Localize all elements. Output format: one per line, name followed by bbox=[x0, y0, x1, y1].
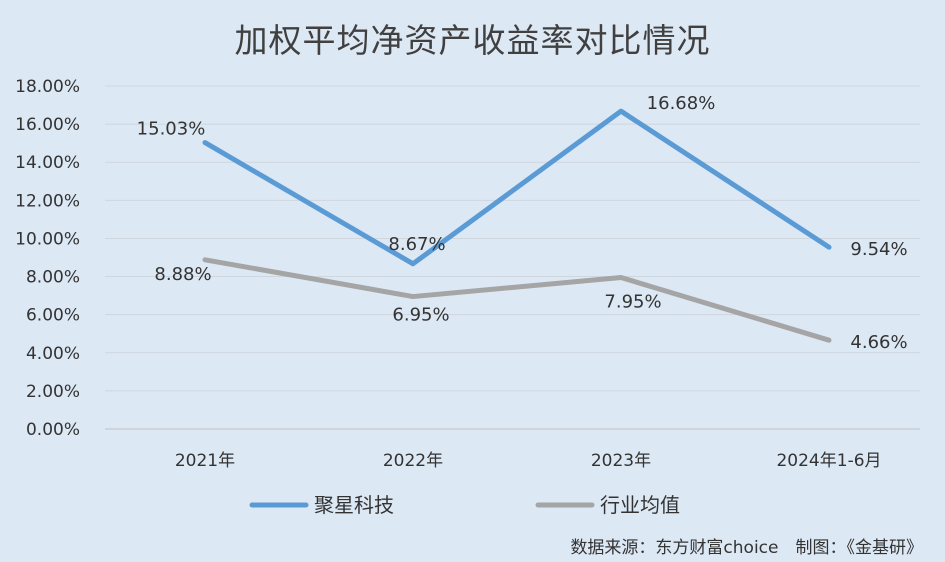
y-tick-label: 0.00% bbox=[26, 420, 80, 440]
x-tick-label: 2021年 bbox=[175, 451, 235, 471]
y-tick-label: 6.00% bbox=[26, 306, 80, 326]
x-tick-label: 2024年1-6月 bbox=[776, 451, 881, 471]
y-tick-label: 18.00% bbox=[15, 77, 80, 97]
data-labels: 15.03% 8.67% 16.68% 9.54% 8.88% 6.95% 7.95% 4.6… bbox=[137, 93, 908, 353]
series-line-0 bbox=[202, 108, 832, 267]
data-label: 9.54% bbox=[850, 239, 907, 260]
data-label: 8.88% bbox=[154, 264, 211, 285]
x-tick-label: 2023年 bbox=[591, 451, 651, 471]
x-tick-label: 2022年 bbox=[383, 451, 443, 471]
data-label: 8.67% bbox=[388, 234, 445, 255]
legend-label: 行业均值 bbox=[600, 493, 680, 517]
y-tick-label: 10.00% bbox=[15, 229, 80, 249]
legend: 聚星科技 行业均值 bbox=[249, 493, 680, 517]
y-axis-ticks: 0.00% 2.00% 4.00% 6.00% 8.00% 10.00% 12.00% 14.… bbox=[15, 77, 80, 440]
data-label: 7.95% bbox=[604, 292, 661, 313]
data-label: 4.66% bbox=[850, 332, 907, 353]
series-lines bbox=[202, 108, 832, 343]
legend-label: 聚星科技 bbox=[314, 493, 394, 517]
source-note: 数据来源：东方财富choice 制图：《金基研》 bbox=[570, 538, 923, 558]
series-line-1 bbox=[202, 257, 832, 343]
y-tick-label: 4.00% bbox=[26, 344, 80, 364]
y-tick-label: 16.00% bbox=[15, 115, 80, 135]
chart-title: 加权平均净资产收益率对比情况 bbox=[234, 21, 711, 60]
y-tick-label: 8.00% bbox=[26, 268, 80, 288]
data-label: 6.95% bbox=[392, 305, 449, 326]
y-tick-label: 2.00% bbox=[26, 382, 80, 402]
grid-lines bbox=[105, 85, 920, 430]
data-label: 16.68% bbox=[647, 93, 716, 114]
y-tick-label: 12.00% bbox=[15, 191, 80, 211]
x-axis-ticks: 2021年 2022年 2023年 2024年1-6月 bbox=[175, 451, 882, 471]
data-label: 15.03% bbox=[137, 119, 206, 140]
y-tick-label: 14.00% bbox=[15, 153, 80, 173]
